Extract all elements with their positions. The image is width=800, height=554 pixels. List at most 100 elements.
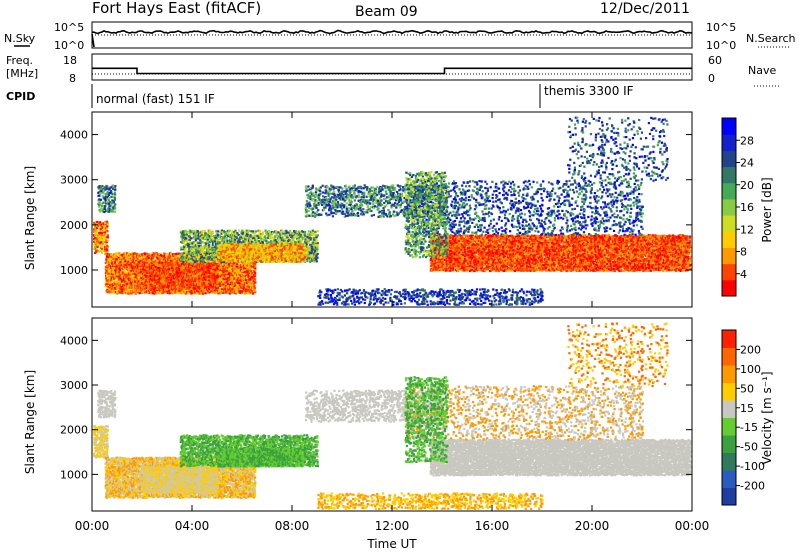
echo-cell: [247, 281, 250, 284]
echo-cell: [100, 240, 103, 244]
echo-cell: [225, 266, 228, 269]
echo-cell: [124, 287, 127, 290]
echo-cell: [94, 251, 97, 254]
echo-cell: [101, 242, 105, 245]
echo-cell: [98, 203, 101, 207]
echo-cell: [250, 265, 253, 268]
echo-cell: [108, 288, 111, 291]
echo-cell: [231, 281, 234, 284]
echo-cell: [117, 276, 120, 279]
echo-cell: [163, 257, 166, 260]
echo-cell: [111, 199, 114, 202]
echo-cell: [252, 269, 255, 272]
echo-cell: [138, 266, 141, 269]
echo-cell: [165, 257, 168, 260]
echo-cell: [141, 260, 144, 263]
echo-cell: [112, 200, 115, 203]
freq-unit-label: [MHz]: [6, 67, 38, 80]
echo-cell: [94, 241, 97, 244]
echo-cell: [184, 258, 187, 261]
echo-cell: [95, 247, 98, 250]
echo-cell: [239, 271, 242, 274]
echo-cell: [158, 260, 161, 263]
echo-cell: [106, 255, 109, 258]
echo-cell: [245, 291, 248, 294]
echo-cell: [174, 259, 177, 262]
echo-cell: [222, 281, 225, 284]
echo-cell: [115, 254, 118, 257]
echo-cell: [133, 265, 136, 268]
echo-cell: [120, 288, 123, 291]
echo-cell: [117, 256, 120, 259]
echo-cell: [100, 247, 104, 251]
echo-cell: [132, 291, 135, 294]
echo-cell: [226, 268, 229, 271]
echo-cell: [128, 266, 131, 269]
echo-cell: [254, 265, 257, 268]
echo-cell: [107, 286, 110, 289]
echo-cell: [170, 257, 173, 260]
echo-cell: [161, 279, 164, 282]
echo-cell: [131, 271, 134, 274]
echo-cell: [108, 209, 111, 212]
echo-cell: [235, 265, 238, 268]
echo-cell: [101, 187, 105, 190]
echo-cell: [235, 290, 238, 293]
echo-cell: [244, 270, 247, 274]
echo-cell: [195, 292, 198, 295]
echo-cell: [151, 253, 154, 256]
echo-cell: [186, 290, 189, 293]
echo-cell: [103, 225, 106, 228]
echo-cell: [115, 265, 118, 268]
echo-cell: [240, 291, 243, 294]
echo-cell: [103, 232, 106, 236]
echo-cell: [170, 252, 173, 256]
echo-cell: [117, 282, 121, 285]
echo-cell: [95, 249, 98, 252]
echo-cell: [125, 277, 128, 280]
echo-cell: [254, 272, 257, 275]
echo-cell: [137, 270, 140, 273]
echo-cell: [95, 228, 98, 231]
echo-cell: [249, 237, 252, 240]
echo-cell: [168, 258, 171, 261]
echo-cell: [123, 252, 126, 256]
echo-cell: [164, 290, 167, 293]
echo-cell: [224, 235, 227, 238]
echo-cell: [244, 279, 247, 282]
echo-cell: [176, 277, 179, 280]
echo-cell: [105, 258, 108, 261]
echo-cell: [253, 270, 256, 273]
echo-cell: [228, 270, 231, 273]
echo-cell: [136, 265, 139, 268]
echo-cell: [140, 273, 143, 276]
echo-cell: [108, 207, 111, 210]
echo-cell: [254, 278, 257, 281]
echo-cell: [172, 259, 175, 262]
echo-cell: [216, 279, 219, 282]
echo-cell: [110, 291, 113, 294]
echo-cell: [104, 198, 107, 201]
echo-cell: [96, 229, 99, 233]
noise-right-tick-top: 10^5: [706, 21, 736, 34]
echo-cell: [171, 290, 174, 293]
echo-cell: [108, 205, 111, 208]
echo-cell: [134, 289, 137, 293]
echo-cell: [104, 244, 107, 247]
echo-cell: [104, 221, 107, 224]
echo-cell: [170, 259, 173, 262]
echo-cell: [96, 226, 99, 229]
echo-cell: [117, 264, 120, 267]
echo-cell: [233, 277, 236, 280]
echo-cell: [178, 291, 181, 294]
echo-cell: [231, 264, 234, 267]
echo-cell: [120, 278, 123, 281]
echo-cell: [128, 263, 131, 266]
echo-cell: [249, 280, 252, 283]
echo-cell: [114, 287, 117, 290]
echo-cell: [188, 289, 191, 292]
echo-cell: [103, 210, 106, 214]
echo-cell: [149, 253, 152, 256]
echo-cell: [100, 245, 103, 248]
echo-cell: [232, 266, 235, 269]
